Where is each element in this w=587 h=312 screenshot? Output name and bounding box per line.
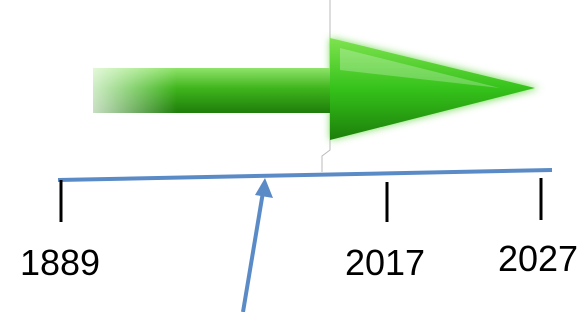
timeline-diagram: 1889 2017 2027	[0, 0, 587, 312]
year-label: 1889	[20, 242, 100, 283]
year-label: 2027	[498, 238, 578, 279]
year-label: 2017	[345, 242, 425, 283]
green-arrow	[93, 38, 540, 140]
timeline-line	[58, 170, 552, 180]
pointer-arrow	[243, 178, 273, 312]
